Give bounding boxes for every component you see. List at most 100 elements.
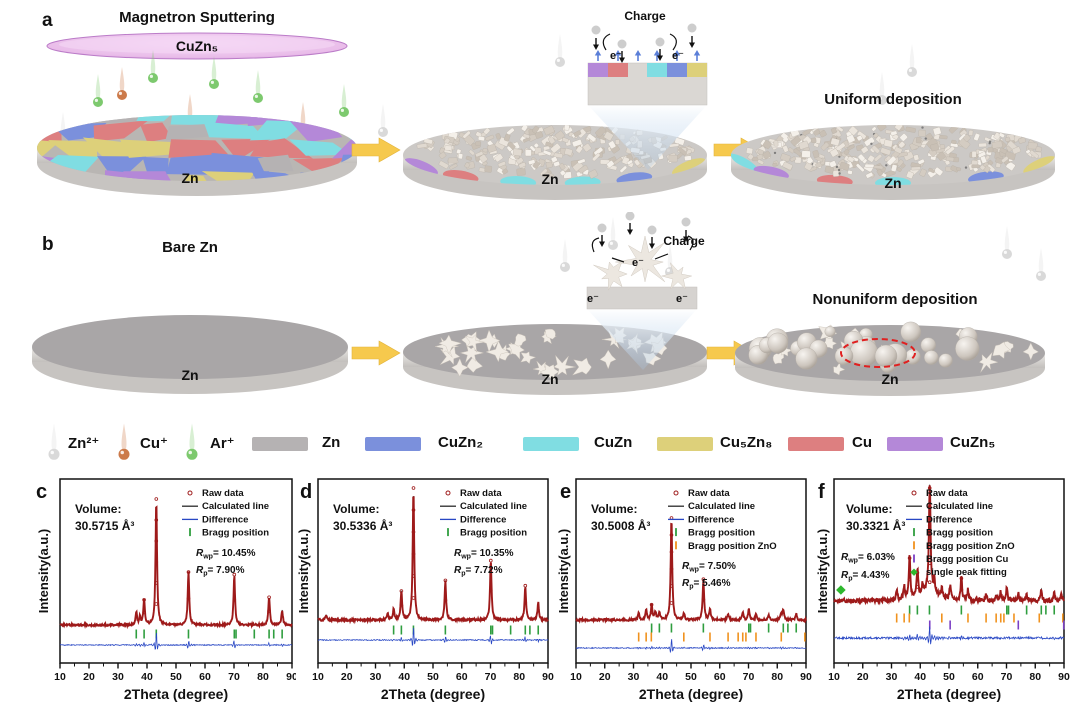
y-axis-label: Intensity(a.u.) [556, 529, 571, 614]
y-axis-label: Intensity(a.u.) [296, 529, 311, 614]
x-tick-label: 30 [112, 671, 124, 683]
panel-letter: e [560, 481, 571, 503]
charge-up-arrow-icon [593, 49, 603, 62]
r-factor: Rwp= 10.35% [454, 548, 514, 561]
chart-legend-label: Calculated line [460, 501, 527, 512]
x-tick-label: 50 [943, 671, 955, 683]
bragg-positions-zn [650, 623, 798, 633]
charge-label: Charge [624, 9, 666, 23]
x-tick-label: 70 [1001, 671, 1013, 683]
volume-label: Volume: [333, 502, 379, 516]
zn-ion-legend-icon [48, 423, 60, 460]
bragg-positions-zn [908, 605, 1056, 615]
nonuniform-deposition-title: Nonuniform deposition [813, 291, 978, 308]
charge-particle [647, 225, 657, 235]
electron-label: e⁻ [610, 50, 622, 62]
r-factor: Rp= 7.90% [196, 565, 245, 578]
charge-up-arrow-icon [692, 49, 702, 62]
charge-down-arrow-icon [592, 37, 600, 51]
chart-legend-label: Difference [460, 514, 506, 525]
chart-legend-label: Difference [202, 514, 248, 525]
charge-inset-b: Charge e⁻ e⁻ e⁻ [586, 212, 705, 370]
panel-letter: f [818, 481, 825, 503]
chart-legend-label: Raw data [926, 488, 968, 499]
target-label: CuZn₅ [176, 38, 218, 54]
x-tick-label: 50 [685, 671, 697, 683]
sputter-target: CuZn₅ [46, 32, 348, 60]
xrd-chart-d: d Intensity(a.u.) 10 20 30 40 50 60 70 80 90 2Theta… [296, 478, 554, 702]
electron-label: e⁻ [672, 50, 684, 62]
x-axis-label: 2Theta (degree) [124, 686, 228, 702]
x-axis-label: 2Theta (degree) [897, 686, 1001, 702]
zn-ion-icon [560, 239, 570, 272]
r-factor: Rwp= 7.50% [682, 561, 736, 574]
chart-legend-label: Raw data [460, 488, 502, 499]
x-tick-label: 50 [170, 671, 182, 683]
x-tick-label: 60 [456, 671, 468, 683]
raw-data-line [59, 505, 293, 630]
electron-path-arrow [611, 257, 625, 263]
bare-zn-substrate: Zn [32, 315, 348, 394]
charge-up-arrow-icon [633, 49, 643, 62]
bragg-positions-zno [895, 613, 1064, 623]
x-tick-label: 40 [914, 671, 926, 683]
difference-line [575, 639, 807, 654]
cu5zn8-color-swatch [657, 437, 713, 451]
panel-b-schematic: b Bare Zn Zn Zn [32, 212, 1046, 396]
y-axis-label: Intensity(a.u.) [36, 529, 51, 614]
x-tick-label: 40 [398, 671, 410, 683]
cu-ion-legend-icon [118, 423, 130, 460]
panel-b-title: Bare Zn [162, 239, 218, 256]
chart-legend-label: Bragg position [460, 528, 527, 539]
bragg-positions-zno [637, 632, 806, 642]
x-tick-label: 70 [228, 671, 240, 683]
process-arrow-icon [351, 340, 401, 366]
x-tick-label: 10 [828, 671, 840, 683]
x-axis-label: 2Theta (degree) [639, 686, 743, 702]
x-tick-label: 20 [341, 671, 353, 683]
substrate-label: Zn [541, 171, 558, 187]
substrate-label: Zn [181, 170, 198, 186]
volume-value: 30.3321 Å³ [846, 518, 905, 533]
cu-ion-icon [117, 67, 127, 100]
xrd-chart-e: e Intensity(a.u.) 10 20 30 40 50 60 70 80 90 2Theta… [556, 478, 812, 702]
chart-legend-label: Bragg position ZnO [926, 541, 1015, 552]
volume-value: 30.5715 Å³ [75, 518, 134, 533]
uniform-deposit-substrate: Uniform deposition Zn [731, 91, 1055, 200]
zn-ion-icon [555, 34, 565, 67]
zn-ion-icon [378, 104, 388, 137]
legend-row: Zn²⁺ Cu⁺ Ar⁺ Zn CuZn₂ CuZn Cu₅Zn₈ Cu CuZ… [0, 415, 1080, 468]
x-tick-label: 40 [141, 671, 153, 683]
chart-legend-label: Calculated line [926, 501, 993, 512]
difference-line [833, 626, 1065, 645]
x-tick-label: 60 [199, 671, 211, 683]
x-tick-label: 10 [312, 671, 324, 683]
alloy-coated-substrate: Zn [37, 115, 357, 196]
chart-legend-label: Raw data [688, 488, 730, 499]
x-tick-label: 80 [1029, 671, 1041, 683]
chart-legend-label: Bragg position ZnO [688, 541, 777, 552]
xrd-panel-e: e Intensity(a.u.) 10 20 30 40 50 60 70 80 90 2Theta… [556, 468, 816, 707]
x-tick-label: 10 [54, 671, 66, 683]
raw-data-line [833, 485, 1065, 606]
x-axis-label: 2Theta (degree) [381, 686, 485, 702]
charge-particle [591, 25, 601, 35]
electron-label: e⁻ [676, 293, 688, 305]
zn-ion-icon [1036, 248, 1046, 281]
x-tick-label: 60 [714, 671, 726, 683]
electron-label: e⁻ [587, 293, 599, 305]
cuzn5-color-swatch [887, 437, 943, 451]
legend-cuzn-label: CuZn [594, 434, 633, 451]
cuzn-color-swatch [523, 437, 579, 451]
x-tick-label: 20 [857, 671, 869, 683]
difference-line [59, 633, 293, 650]
charge-down-arrow-icon [598, 234, 606, 248]
x-tick-label: 20 [83, 671, 95, 683]
x-tick-label: 90 [286, 671, 296, 683]
x-tick-label: 90 [542, 671, 554, 683]
electron-path-arrow [591, 237, 600, 253]
substrate-label: Zn [884, 175, 901, 191]
chart-legend-label: Calculated line [202, 501, 269, 512]
single-peak-fitting-marker [836, 585, 846, 595]
